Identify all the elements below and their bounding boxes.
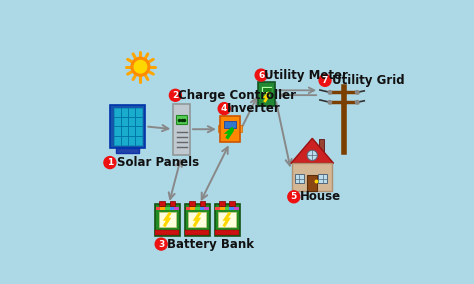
Text: Charge Controller: Charge Controller bbox=[178, 89, 296, 102]
Circle shape bbox=[356, 101, 359, 104]
Text: Solar Panels: Solar Panels bbox=[117, 156, 199, 169]
Circle shape bbox=[131, 57, 150, 76]
FancyBboxPatch shape bbox=[155, 204, 180, 236]
Circle shape bbox=[328, 101, 332, 104]
FancyBboxPatch shape bbox=[215, 229, 239, 235]
Text: 1: 1 bbox=[107, 158, 113, 167]
FancyBboxPatch shape bbox=[170, 201, 175, 206]
FancyBboxPatch shape bbox=[220, 116, 240, 142]
FancyBboxPatch shape bbox=[174, 207, 179, 210]
FancyBboxPatch shape bbox=[185, 229, 209, 235]
FancyBboxPatch shape bbox=[262, 86, 272, 93]
FancyBboxPatch shape bbox=[159, 212, 176, 227]
Circle shape bbox=[169, 89, 182, 101]
FancyBboxPatch shape bbox=[218, 125, 222, 132]
Circle shape bbox=[104, 156, 116, 168]
Circle shape bbox=[319, 74, 331, 86]
FancyBboxPatch shape bbox=[159, 201, 165, 206]
FancyBboxPatch shape bbox=[224, 121, 236, 128]
Circle shape bbox=[356, 91, 359, 94]
Text: 4: 4 bbox=[221, 104, 228, 113]
FancyBboxPatch shape bbox=[292, 163, 332, 191]
FancyBboxPatch shape bbox=[189, 212, 206, 227]
Text: Inverter: Inverter bbox=[227, 102, 281, 115]
Text: 7: 7 bbox=[322, 76, 328, 85]
FancyBboxPatch shape bbox=[156, 207, 160, 210]
FancyBboxPatch shape bbox=[173, 103, 190, 155]
Text: Utility Grid: Utility Grid bbox=[332, 74, 404, 87]
FancyBboxPatch shape bbox=[195, 207, 200, 210]
Text: Battery Bank: Battery Bank bbox=[167, 238, 254, 250]
FancyBboxPatch shape bbox=[258, 82, 275, 105]
FancyBboxPatch shape bbox=[189, 201, 195, 206]
Circle shape bbox=[328, 91, 332, 94]
FancyBboxPatch shape bbox=[116, 148, 139, 153]
Circle shape bbox=[307, 150, 318, 160]
FancyBboxPatch shape bbox=[307, 175, 318, 191]
FancyBboxPatch shape bbox=[220, 207, 225, 210]
FancyBboxPatch shape bbox=[190, 207, 195, 210]
FancyBboxPatch shape bbox=[155, 229, 179, 235]
FancyBboxPatch shape bbox=[229, 201, 235, 206]
Text: 2: 2 bbox=[172, 91, 179, 100]
Text: Utility Meter: Utility Meter bbox=[264, 69, 348, 82]
FancyBboxPatch shape bbox=[295, 174, 304, 183]
FancyBboxPatch shape bbox=[176, 115, 187, 124]
FancyBboxPatch shape bbox=[114, 108, 142, 145]
Circle shape bbox=[255, 69, 267, 81]
FancyBboxPatch shape bbox=[170, 207, 174, 210]
FancyBboxPatch shape bbox=[225, 207, 229, 210]
FancyBboxPatch shape bbox=[185, 204, 210, 236]
FancyBboxPatch shape bbox=[234, 207, 239, 210]
FancyBboxPatch shape bbox=[200, 201, 205, 206]
FancyBboxPatch shape bbox=[319, 139, 324, 153]
Circle shape bbox=[155, 238, 167, 250]
FancyBboxPatch shape bbox=[215, 204, 239, 236]
Text: 5: 5 bbox=[291, 192, 297, 201]
Text: 3: 3 bbox=[158, 240, 164, 248]
Text: House: House bbox=[301, 190, 341, 203]
FancyBboxPatch shape bbox=[229, 207, 234, 210]
Polygon shape bbox=[291, 138, 334, 163]
FancyBboxPatch shape bbox=[218, 212, 236, 227]
Circle shape bbox=[288, 191, 300, 203]
FancyBboxPatch shape bbox=[204, 207, 209, 210]
FancyBboxPatch shape bbox=[160, 207, 165, 210]
FancyBboxPatch shape bbox=[200, 207, 204, 210]
Circle shape bbox=[218, 103, 230, 114]
FancyBboxPatch shape bbox=[186, 207, 190, 210]
Text: 6: 6 bbox=[258, 71, 264, 80]
FancyBboxPatch shape bbox=[110, 105, 145, 148]
Circle shape bbox=[134, 60, 146, 73]
FancyBboxPatch shape bbox=[165, 207, 170, 210]
FancyBboxPatch shape bbox=[219, 201, 225, 206]
FancyBboxPatch shape bbox=[318, 174, 328, 183]
FancyBboxPatch shape bbox=[238, 125, 242, 132]
FancyBboxPatch shape bbox=[215, 207, 220, 210]
